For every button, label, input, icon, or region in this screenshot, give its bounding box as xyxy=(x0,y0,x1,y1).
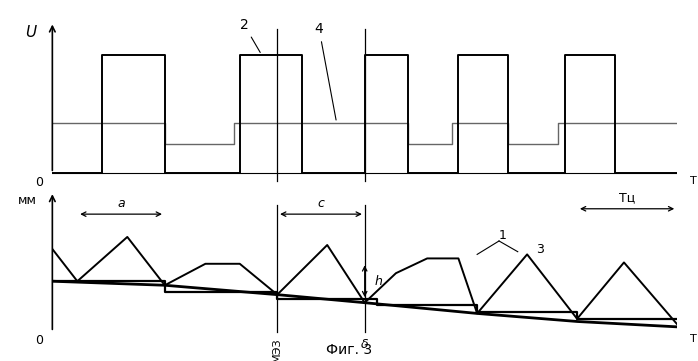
Text: 0: 0 xyxy=(35,176,43,189)
Text: h: h xyxy=(374,275,382,288)
Text: U: U xyxy=(26,25,37,40)
Text: 2: 2 xyxy=(240,18,260,52)
Text: 0: 0 xyxy=(35,334,43,347)
Text: 4: 4 xyxy=(315,22,336,120)
Text: c: c xyxy=(318,197,325,210)
Text: МЭЗ: МЭЗ xyxy=(272,338,282,361)
Text: T сек: T сек xyxy=(690,176,698,186)
Text: мм: мм xyxy=(17,194,37,207)
Text: δ: δ xyxy=(361,338,369,351)
Text: Тц: Тц xyxy=(619,192,635,205)
Polygon shape xyxy=(52,281,677,332)
Text: a: a xyxy=(117,197,125,210)
Text: Фиг. 3: Фиг. 3 xyxy=(326,343,372,357)
Text: T сек: T сек xyxy=(690,334,698,344)
Text: 3: 3 xyxy=(535,243,544,256)
Text: 1: 1 xyxy=(498,229,506,242)
